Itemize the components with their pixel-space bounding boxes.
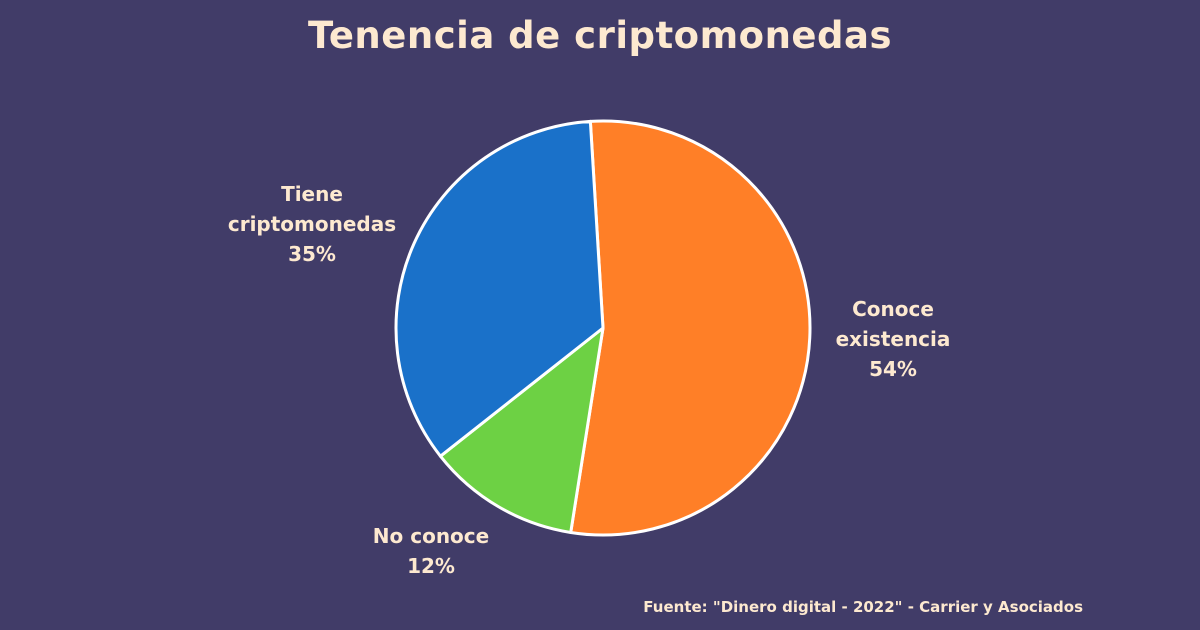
slice-value-label: 35%	[288, 242, 336, 266]
pie-labels: Conoce existencia 54% No conoce 12% Tiene crip…	[228, 182, 951, 578]
slice-value-label: 12%	[407, 554, 455, 578]
slice-name-label: No conoce	[373, 524, 489, 548]
pie-slice-1	[569, 119, 812, 537]
slice-label-3: Tiene criptomonedas 35%	[228, 182, 396, 266]
slice-label-2: No conoce 12%	[373, 524, 489, 578]
chart-title: Tenencia de criptomonedas	[308, 14, 892, 57]
pie-slice-3	[394, 119, 605, 458]
slice-value-label: 54%	[869, 357, 917, 381]
slice-name-label: Conoce	[852, 297, 934, 321]
source-note: Fuente: "Dinero digital - 2022" - Carrie…	[643, 598, 1083, 616]
slice-label-1: Conoce existencia 54%	[836, 297, 951, 381]
slice-name-label: existencia	[836, 327, 951, 351]
slice-name-label: Tiene	[281, 182, 343, 206]
slice-name-label: criptomonedas	[228, 212, 396, 236]
pie-slices	[394, 119, 812, 537]
pie-slice-2	[438, 326, 605, 534]
